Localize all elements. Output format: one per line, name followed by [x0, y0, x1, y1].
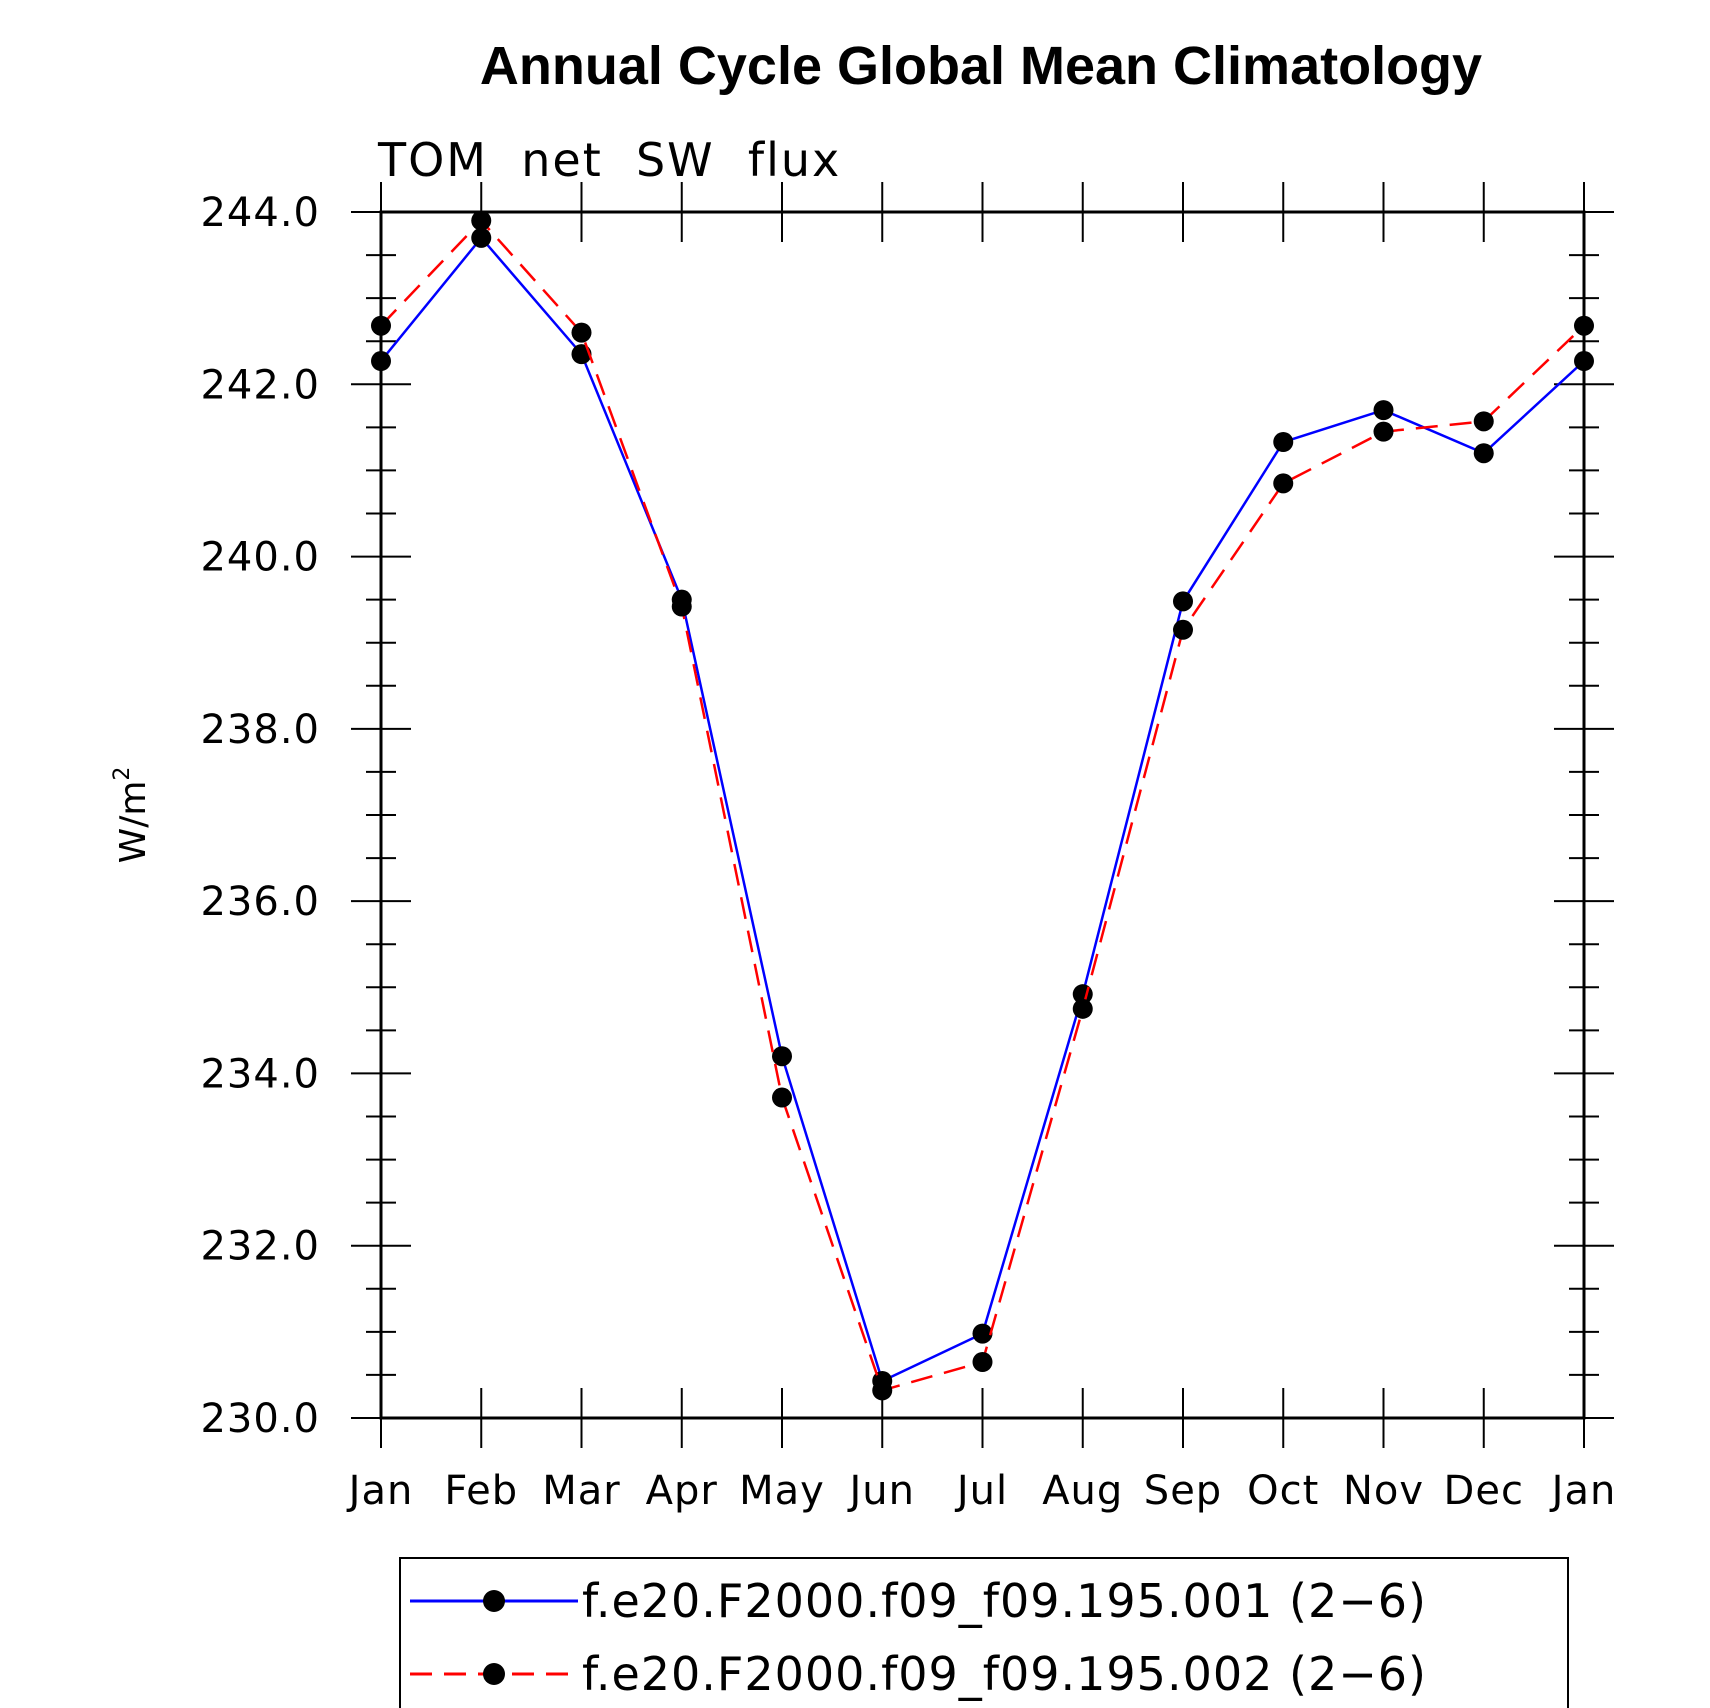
x-tick-label: Jun	[847, 1468, 916, 1514]
x-tick-label: Dec	[1444, 1468, 1524, 1514]
x-tick-label: Feb	[444, 1468, 518, 1514]
data-point	[672, 597, 692, 617]
data-point	[1474, 411, 1494, 431]
data-point	[872, 1380, 892, 1400]
x-tick-label: Mar	[542, 1468, 620, 1514]
data-point	[471, 211, 491, 231]
axis-tick-labels: 230.0 232.0 234.0 236.0 238.0 240.0 242.0 244.0…	[200, 190, 1616, 1514]
y-axis-label: W/m2	[110, 767, 154, 864]
x-tick-label: Apr	[646, 1468, 718, 1514]
x-tick-label: May	[739, 1468, 825, 1514]
plot-frame	[381, 212, 1584, 1418]
chart-subtitle: TOM net SW flux	[377, 133, 841, 187]
series-line-1	[381, 238, 1584, 1381]
y-axis-label-main: W/m	[113, 781, 154, 864]
x-tick-label: Jan	[1549, 1468, 1617, 1514]
data-point	[973, 1352, 993, 1372]
data-point	[1273, 432, 1293, 452]
chart-title: Annual Cycle Global Mean Climatology	[480, 36, 1482, 96]
series-line-2	[381, 221, 1584, 1391]
axis-ticks	[351, 182, 1614, 1448]
data-point	[772, 1046, 792, 1066]
y-axis-label-superscript: 2	[110, 767, 135, 781]
y-tick-label: 230.0	[200, 1396, 320, 1442]
data-point	[1374, 422, 1394, 442]
legend-marker-series-1	[483, 1590, 505, 1612]
legend-marker-series-2	[483, 1663, 505, 1685]
data-point	[772, 1088, 792, 1108]
x-tick-label: Aug	[1042, 1468, 1123, 1514]
y-tick-label: 238.0	[200, 707, 320, 753]
y-tick-label: 240.0	[200, 535, 320, 581]
y-tick-label: 242.0	[200, 362, 320, 408]
data-point	[1173, 591, 1193, 611]
legend-label-series-2: f.e20.F2000.f09_f09.195.002 (2−6)	[582, 1647, 1427, 1701]
y-tick-label: 244.0	[200, 190, 320, 236]
x-tick-label: Oct	[1247, 1468, 1319, 1514]
data-point	[471, 228, 491, 248]
data-point	[1474, 443, 1494, 463]
x-tick-label: Jul	[954, 1468, 1008, 1514]
y-tick-label: 234.0	[200, 1051, 320, 1097]
data-point	[572, 323, 592, 343]
x-tick-label: Jan	[346, 1468, 414, 1514]
legend-label-series-1: f.e20.F2000.f09_f09.195.001 (2−6)	[582, 1574, 1427, 1628]
data-point	[1073, 999, 1093, 1019]
y-tick-label: 236.0	[200, 879, 320, 925]
data-point	[1173, 620, 1193, 640]
data-point	[1374, 400, 1394, 420]
series-layer	[371, 211, 1594, 1401]
y-tick-label: 232.0	[200, 1224, 320, 1270]
x-tick-label: Sep	[1144, 1468, 1222, 1514]
series-2	[371, 211, 1594, 1401]
x-tick-label: Nov	[1343, 1468, 1424, 1514]
chart: Annual Cycle Global Mean Climatology TOM…	[0, 0, 1710, 1708]
series-1	[371, 228, 1594, 1391]
data-point	[1273, 473, 1293, 493]
legend: f.e20.F2000.f09_f09.195.001 (2−6) f.e20.…	[400, 1558, 1568, 1708]
